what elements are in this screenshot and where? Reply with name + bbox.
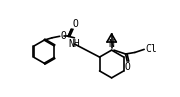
Text: N: N <box>108 39 114 49</box>
Text: Cl: Cl <box>145 44 157 54</box>
Text: O: O <box>72 19 78 29</box>
Text: NH: NH <box>69 39 80 49</box>
Text: O: O <box>60 31 66 41</box>
Text: O: O <box>125 62 131 72</box>
